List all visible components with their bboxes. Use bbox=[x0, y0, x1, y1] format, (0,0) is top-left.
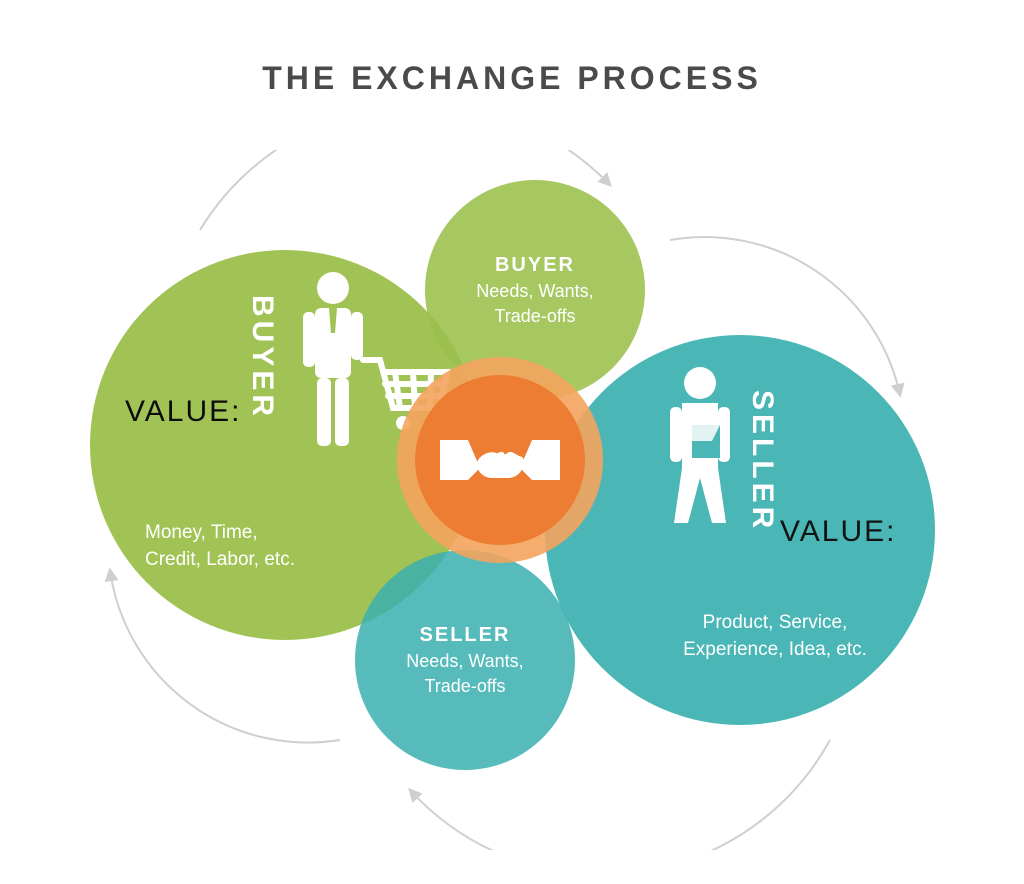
buyer-small-sub: Needs, Wants, Trade-offs bbox=[476, 279, 593, 329]
seller-person-icon bbox=[640, 363, 760, 563]
seller-small-title: SELLER bbox=[406, 621, 523, 649]
seller-small-sub: Needs, Wants, Trade-offs bbox=[406, 649, 523, 699]
seller-value-circle: SELLER VALUE: Product, Service, Experien… bbox=[545, 335, 935, 725]
diagram-canvas: VALUE: BUYER bbox=[50, 150, 974, 850]
buyer-value-label: VALUE: bbox=[125, 395, 242, 429]
buyer-value-sub: Money, Time, Credit, Labor, etc. bbox=[145, 520, 425, 573]
center-circle bbox=[415, 375, 585, 545]
seller-value-label: VALUE: bbox=[780, 515, 897, 548]
buyer-vertical-label: BUYER bbox=[245, 295, 279, 420]
diagram-title: THE EXCHANGE PROCESS bbox=[0, 60, 1024, 97]
buyer-small-title: BUYER bbox=[476, 251, 593, 279]
seller-value-sub: Product, Service, Experience, Idea, etc. bbox=[630, 610, 920, 663]
handshake-icon bbox=[440, 420, 560, 500]
seller-needs-circle: SELLER Needs, Wants, Trade-offs bbox=[355, 550, 575, 770]
